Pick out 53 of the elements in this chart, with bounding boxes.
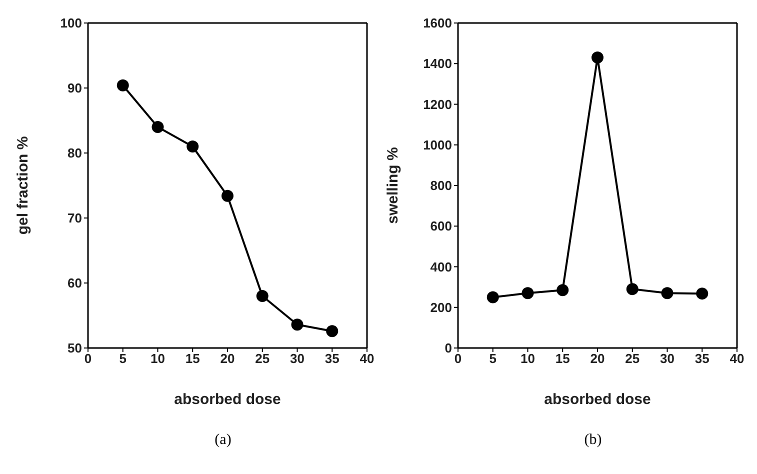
y-tick-label: 200 [430,300,452,315]
x-tick-label: 5 [119,351,126,366]
point [556,284,569,296]
point [661,287,674,300]
y-tick-label: 400 [430,259,452,274]
x-tick-label: 35 [694,351,710,366]
point [116,79,129,92]
x-tick-label: 15 [185,351,200,366]
x-tick-label: 10 [150,351,165,366]
y-tick-label: 1000 [423,137,452,152]
text: (b) [583,432,603,449]
y-axis-title: swelling % [384,147,402,224]
x-tick-label: 0 [454,351,462,366]
x-tick-label: 5 [489,351,496,366]
y-axis-title: gel fraction % [14,136,32,235]
x-tick-label: 15 [555,351,570,366]
x-tick-label: 10 [520,351,535,366]
x-axis-title: absorbed dose [544,391,651,408]
y-tick-label: 100 [60,16,82,31]
x-tick-label: 30 [660,351,674,366]
y-tick-label: 60 [68,276,82,291]
point [152,121,164,133]
point [186,140,199,152]
x-axis-title: absorbed dose [174,391,281,408]
point [486,291,499,304]
y-tick-label: 800 [430,178,452,194]
x-tick-label: 40 [360,351,374,366]
x-tick-label: 25 [255,351,270,366]
y-tick-label: 1200 [423,96,452,112]
y-tick-label: 70 [68,210,82,226]
point [256,290,268,302]
point [592,52,604,64]
point [522,287,534,300]
x-tick-label: 20 [220,351,235,366]
text: (a) [214,432,232,449]
y-tick-label: 50 [68,340,82,356]
y-tick-label: 0 [444,340,452,356]
point [326,325,338,338]
point [222,190,234,202]
y-tick-label: 1600 [423,16,452,31]
x-tick-label: 25 [625,351,640,366]
point [696,288,708,300]
x-tick-label: 35 [324,351,340,366]
point [291,318,304,331]
x-tick-label: 0 [84,351,92,366]
point [626,283,638,296]
x-tick-label: 30 [290,351,304,366]
y-tick-label: 600 [430,218,452,234]
x-tick-label: 40 [730,351,744,366]
y-tick-label: 80 [68,146,82,161]
x-tick-label: 20 [590,351,605,366]
y-tick-label: 1400 [423,56,452,72]
y-tick-label: 90 [68,80,82,96]
